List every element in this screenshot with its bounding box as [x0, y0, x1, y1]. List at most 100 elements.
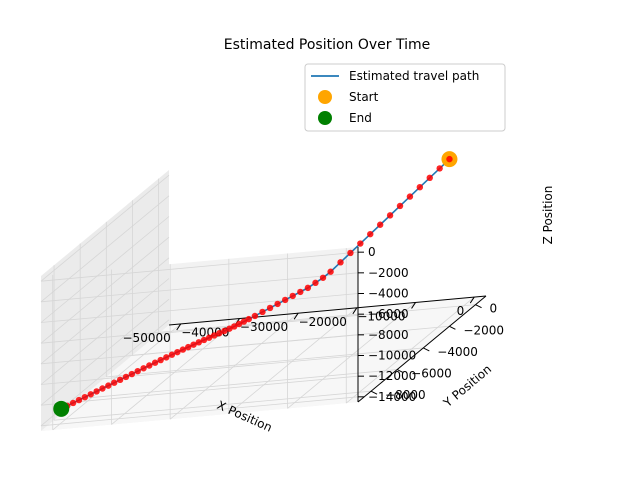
- grid-line-z-side: [40, 257, 170, 365]
- path-point: [347, 249, 354, 257]
- path-point: [81, 393, 89, 401]
- path-point: [210, 332, 218, 339]
- path-point: [75, 396, 83, 404]
- legend: Estimated travel path Start End: [304, 63, 506, 132]
- path-point: [195, 339, 202, 346]
- grid-line-x-floor: [52, 323, 181, 431]
- path-point: [134, 367, 141, 375]
- x-axis-line: [168, 295, 487, 326]
- z-tick-label: −10000: [368, 349, 416, 363]
- grid-line-z-side: [40, 216, 170, 323]
- x-tick-mark: [352, 307, 358, 315]
- path-point: [386, 212, 394, 219]
- y-tick-label: −4000: [437, 345, 478, 359]
- path-point: [185, 343, 192, 351]
- grid-line-z-back: [40, 293, 359, 323]
- path-point: [235, 320, 243, 328]
- grid-line-z-side: [40, 298, 170, 406]
- grid-line-x-floor: [169, 312, 299, 420]
- path-point: [416, 183, 424, 191]
- z-tick-label: −14000: [368, 390, 416, 404]
- legend-start-marker: [318, 90, 332, 104]
- y-tick-mark: [449, 325, 456, 330]
- path-point: [105, 382, 112, 389]
- grid-line-z-side: [40, 278, 170, 385]
- grid-line-z-back: [40, 251, 359, 282]
- path-point: [357, 240, 364, 247]
- tick-labels: −50000 −40000 −30000 −20000 −10000 0 0−2000−40…: [123, 245, 505, 404]
- x-tick-label: −50000: [123, 331, 171, 345]
- path-point: [259, 308, 266, 316]
- grid-line-z-back: [40, 313, 359, 344]
- x-tick-mark: [411, 302, 416, 309]
- path-point: [87, 391, 94, 398]
- grid-line-y-floor: [80, 369, 398, 399]
- path-point: [99, 385, 106, 392]
- path-point: [221, 327, 228, 335]
- path-point: [226, 325, 233, 332]
- pane-floor-xy: [41, 296, 486, 431]
- grid-line-y-floor: [106, 347, 424, 378]
- x-tick-label: −20000: [299, 315, 347, 329]
- z-axis-label: Z Position: [541, 186, 555, 245]
- path-point: [319, 274, 327, 281]
- path-point: [116, 376, 124, 384]
- grid-line-y-floor: [158, 304, 476, 335]
- path-point: [289, 292, 296, 300]
- path-point: [151, 359, 159, 366]
- path-point: [240, 318, 248, 325]
- grid-line-y-floor: [54, 390, 372, 421]
- z-tick-label: −12000: [368, 369, 416, 383]
- path-point: [274, 300, 281, 308]
- x-tick-mark: [176, 323, 182, 331]
- plot-area: [53, 151, 458, 417]
- path-point: [312, 279, 319, 287]
- grid-line-z-back: [40, 396, 359, 427]
- path-point: [297, 288, 304, 296]
- path-point: [446, 155, 453, 163]
- path-point: [205, 334, 213, 341]
- path-point: [327, 268, 334, 275]
- path-point: [406, 193, 414, 200]
- path-point: [245, 315, 252, 323]
- path-point: [111, 379, 118, 386]
- grid-line-x-floor: [287, 302, 416, 409]
- x-tick-label: −10000: [357, 309, 405, 323]
- z-tick-label: −6000: [368, 307, 409, 321]
- path-point: [304, 284, 312, 292]
- z-tick-label: −2000: [368, 266, 409, 280]
- path-point: [200, 336, 208, 344]
- y-tick-mark: [423, 347, 430, 352]
- path-point: [168, 351, 176, 358]
- path-point: [179, 346, 187, 353]
- path-point: [190, 341, 197, 348]
- grid-line-z-back: [40, 355, 359, 385]
- path-point: [122, 373, 130, 381]
- grid-line-z-back: [40, 334, 359, 365]
- z-tick-label: −8000: [368, 328, 409, 342]
- grid-line-z-side: [40, 174, 170, 282]
- y-tick-mark: [475, 304, 482, 309]
- y-tick-label: 0: [490, 302, 498, 316]
- end-marker: [53, 400, 70, 417]
- path-point: [93, 388, 100, 395]
- grid-line-z-back: [40, 375, 359, 406]
- x-tick-mark: [469, 296, 475, 304]
- path-point: [174, 348, 181, 356]
- path-point: [140, 365, 147, 372]
- legend-label-path: Estimated travel path: [349, 69, 479, 83]
- grid-line-x-floor: [228, 307, 358, 415]
- chart-title: Estimated Position Over Time: [224, 37, 431, 53]
- y-tick-label: −2000: [463, 323, 504, 337]
- path-point: [163, 354, 170, 361]
- path-point: [69, 399, 77, 407]
- z-tick-label: 0: [368, 245, 376, 259]
- path-point: [337, 259, 344, 266]
- path-point: [231, 323, 238, 330]
- x-tick-label: −40000: [181, 326, 229, 340]
- y-axis-line: [357, 295, 487, 403]
- axis-panes: [41, 170, 486, 431]
- path-point: [396, 202, 404, 210]
- grid-lines: [40, 174, 476, 431]
